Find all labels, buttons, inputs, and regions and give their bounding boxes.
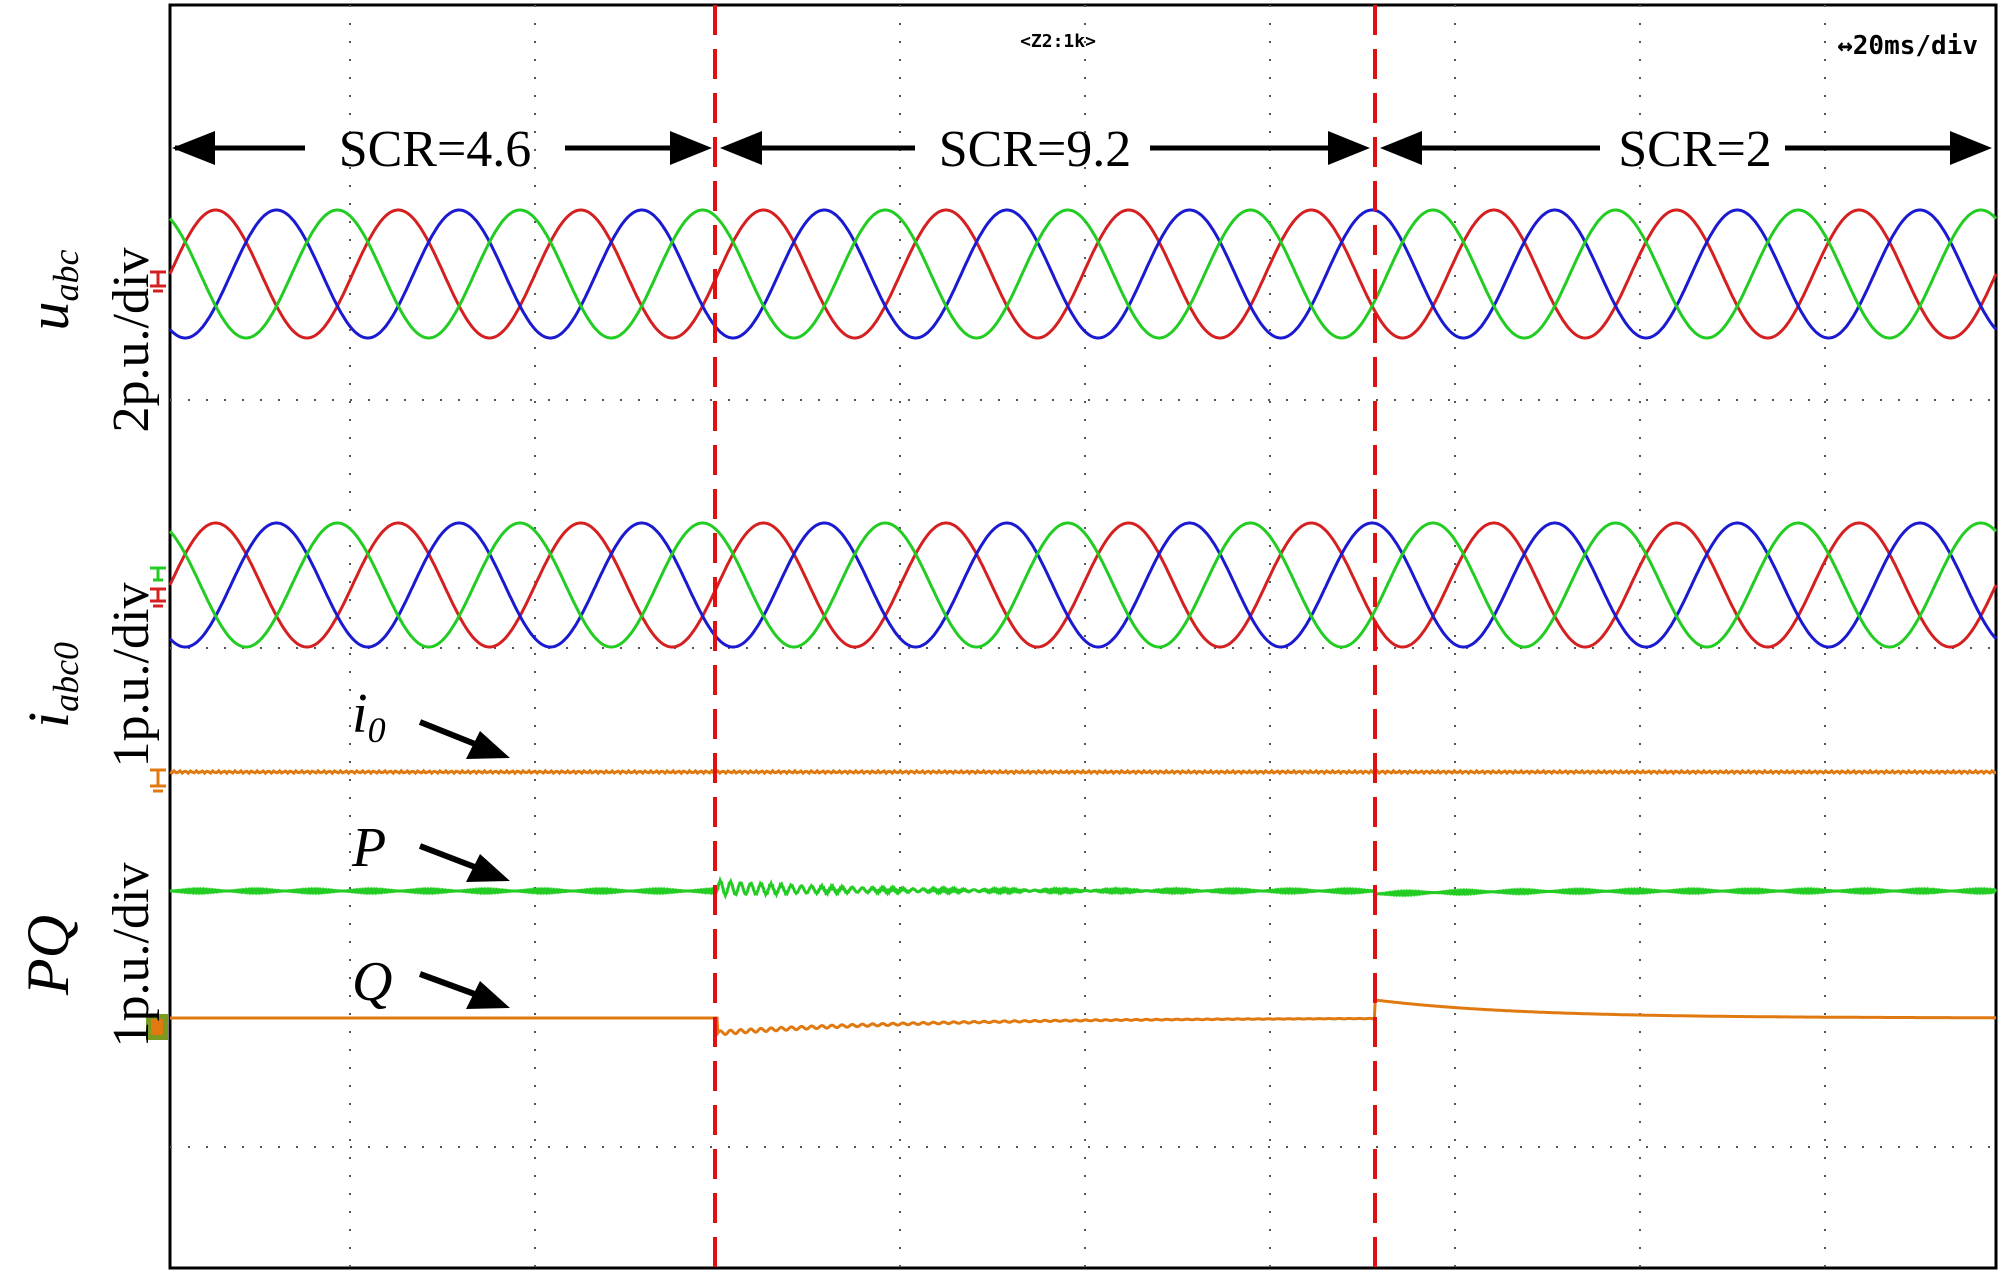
current-axis-label: 1p.u./div xyxy=(103,583,160,768)
p-arrow xyxy=(418,843,482,872)
p-arrowhead xyxy=(466,854,510,882)
power-ground-marker-inner xyxy=(151,1019,163,1035)
svg-text:iabc0: iabc0 xyxy=(16,642,86,728)
q-arrow xyxy=(418,971,482,999)
segment-2-arrowhead-right xyxy=(1328,131,1370,165)
svg-text:uabc: uabc xyxy=(16,249,86,330)
series-P xyxy=(170,875,1998,900)
zoom-indicator: <Z2:1k> xyxy=(1020,31,1096,52)
power-axis-label: 1p.u./div xyxy=(103,863,160,1048)
i0-annotation-sub: 0 xyxy=(368,710,386,750)
i0-arrow xyxy=(418,719,482,749)
series-i_b xyxy=(168,521,1998,649)
segment-2-label: SCR=9.2 xyxy=(939,121,1132,178)
segment-1-label: SCR=4.6 xyxy=(339,121,532,178)
series-i_0 xyxy=(169,768,1997,776)
series-u_c xyxy=(168,208,1998,340)
current-symbol-main: i xyxy=(16,712,81,728)
power-scale-label: 1p.u./div xyxy=(103,863,160,1048)
segment-3-arrowhead-left xyxy=(1380,131,1422,165)
series-i_c xyxy=(168,521,1998,649)
current-scale-label: 1p.u./div xyxy=(103,583,160,768)
q-annotation: Q xyxy=(352,951,392,1013)
segment-3-arrowhead-right xyxy=(1950,131,1992,165)
q-arrowhead xyxy=(466,981,510,1009)
segment-3-label: SCR=2 xyxy=(1618,121,1772,178)
series-u_a xyxy=(168,208,1998,340)
voltage-scale-label: 2p.u./div xyxy=(103,248,160,433)
power-and-zero-sequence-traces xyxy=(169,768,1998,1038)
i0-annotation-main: i xyxy=(352,683,368,745)
power-symbol: PQ xyxy=(15,915,81,996)
voltage-waveforms xyxy=(168,208,1998,340)
current-ground-marker xyxy=(150,566,166,608)
current-waveforms xyxy=(168,521,1998,649)
segment-1-arrowhead-left xyxy=(172,131,215,165)
voltage-symbol-sub: abc xyxy=(46,249,86,301)
voltage-symbol: uabc xyxy=(16,249,86,330)
p-annotation: P xyxy=(351,817,386,879)
i0-annotation: i0 xyxy=(352,683,386,750)
timebase-readout: ↔20ms/div xyxy=(1837,31,1978,61)
series-Q xyxy=(170,998,1996,1038)
segment-2-arrowhead-left xyxy=(720,131,762,165)
segment-1-arrowhead-right xyxy=(670,131,712,165)
power-symbol-text: PQ xyxy=(15,915,81,996)
voltage-ground-marker xyxy=(150,270,166,293)
series-u_b xyxy=(168,208,1998,340)
voltage-axis-label: 2p.u./div xyxy=(103,248,160,433)
current-symbol-sub: abc0 xyxy=(46,642,86,712)
i0-ground-marker xyxy=(150,768,166,793)
segment-arrows xyxy=(172,131,1992,165)
voltage-symbol-main: u xyxy=(16,301,81,330)
i0-arrowhead xyxy=(466,731,510,759)
current-symbol: iabc0 xyxy=(16,642,86,728)
series-i_a xyxy=(168,521,1998,649)
